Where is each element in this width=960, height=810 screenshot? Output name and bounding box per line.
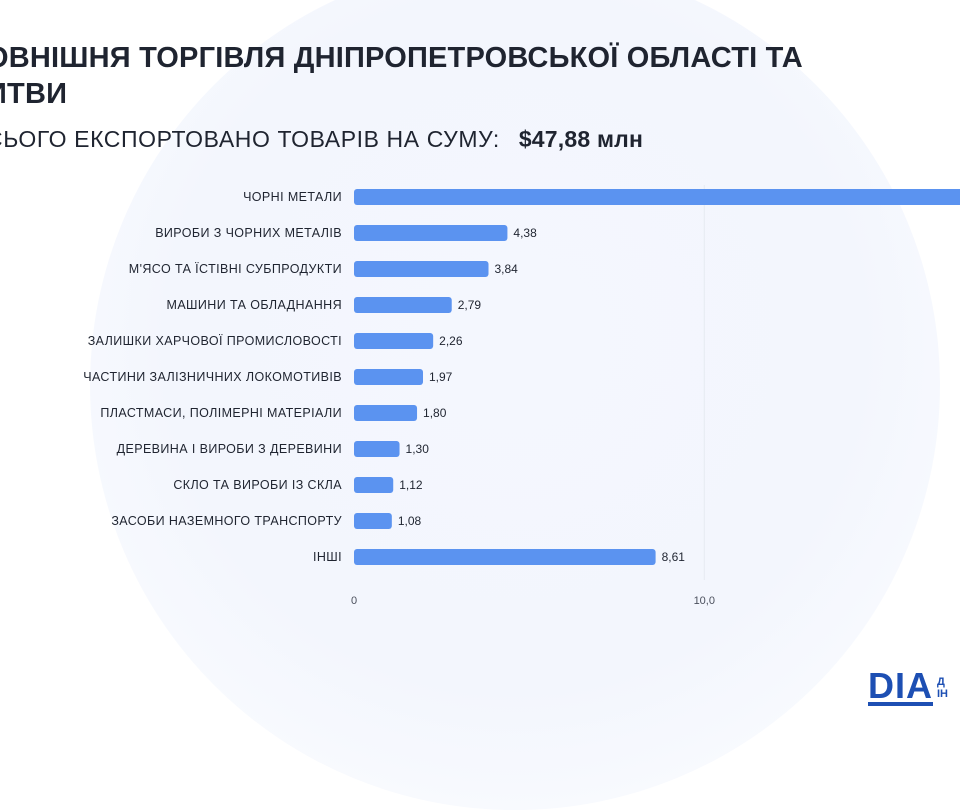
category-label: ЗАСОБИ НАЗЕМНОГО ТРАНСПОРТУ: [111, 514, 342, 528]
bar: [354, 261, 489, 277]
category-label: ДЕРЕВИНА І ВИРОБИ З ДЕРЕВИНИ: [117, 442, 342, 456]
category-label: ЧАСТИНИ ЗАЛІЗНИЧНИХ ЛОКОМОТИВІВ: [83, 370, 342, 384]
data-label: 1,80: [423, 406, 447, 420]
bar: [354, 441, 400, 457]
bar: [354, 405, 418, 421]
bar: [354, 333, 434, 349]
background-circle: [90, 0, 940, 810]
bar: [354, 189, 960, 205]
bar: [354, 513, 392, 529]
dia-logo-side: Д ІН: [937, 676, 948, 700]
bar: [354, 369, 424, 385]
data-label: 4,38: [513, 226, 537, 240]
data-label: 1,08: [398, 514, 422, 528]
category-label: ЗАЛИШКИ ХАРЧОВОЇ ПРОМИСЛОВОСТІ: [88, 334, 342, 348]
x-tick-label: 10,0: [694, 595, 715, 607]
title-text: ОВНІШНЯ ТОРГІВЛЯ ДНІПРОПЕТРОВСЬКОЇ ОБЛАС…: [0, 42, 803, 110]
category-label: ІНШІ: [313, 550, 342, 564]
bar: [354, 297, 452, 313]
export-summary: СЬОГО ЕКСПОРТОВАНО ТОВАРІВ НА СУМУ: $47,…: [0, 126, 643, 153]
page-title: ОВНІШНЯ ТОРГІВЛЯ ДНІПРОПЕТРОВСЬКОЇ ОБЛАС…: [0, 40, 946, 112]
bar: [354, 225, 508, 241]
data-label: 1,30: [406, 442, 430, 456]
category-label: ПЛАСТМАСИ, ПОЛІМЕРНІ МАТЕРІАЛИ: [100, 406, 342, 420]
x-tick-label: 0: [351, 595, 357, 607]
export-bar-chart: 0 10,0 ЧОРНІ МЕТАЛИ ВИРОБИ З ЧОРНИХ МЕТАЛІВ…: [83, 185, 960, 607]
export-summary-label: СЬОГО ЕКСПОРТОВАНО ТОВАРІВ НА СУМУ:: [0, 126, 500, 152]
category-label: М'ЯСО ТА ЇСТІВНІ СУБПРОДУКТИ: [129, 262, 342, 276]
dia-logo-mark: DIA: [868, 665, 933, 706]
category-label: ВИРОБИ З ЧОРНИХ МЕТАЛІВ: [155, 226, 342, 240]
data-label: 3,84: [495, 262, 519, 276]
category-label: МАШИНИ ТА ОБЛАДНАННЯ: [167, 298, 343, 312]
bar: [354, 549, 656, 565]
dia-logo: DIA Д ІН: [868, 668, 960, 708]
export-total-value: $47,88 млн: [518, 126, 644, 152]
dia-logo-side-2: ІН: [937, 688, 948, 700]
data-label: 2,26: [439, 334, 463, 348]
data-label: 2,79: [458, 298, 482, 312]
bar: [354, 477, 394, 493]
dia-logo-side-1: Д: [937, 676, 945, 688]
category-label: ЧОРНІ МЕТАЛИ: [243, 190, 342, 204]
data-label: 1,97: [429, 370, 453, 384]
category-label: СКЛО ТА ВИРОБИ ІЗ СКЛА: [173, 478, 342, 492]
data-label: 1,12: [399, 478, 423, 492]
data-label: 8,61: [662, 550, 686, 564]
